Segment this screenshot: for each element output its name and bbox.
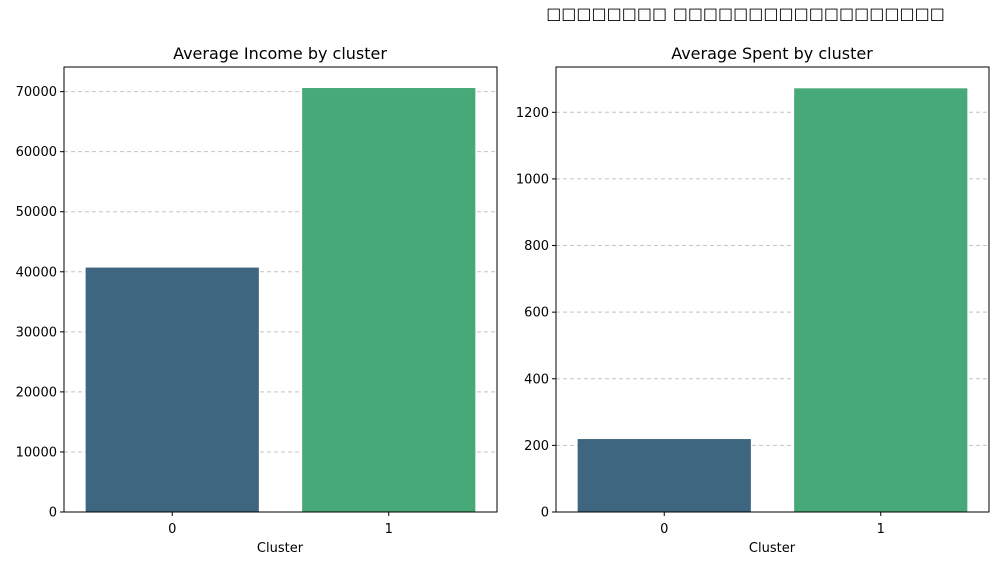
chart-income-y-tick-label-3: 30000	[16, 325, 57, 340]
chart-spent-y-tick-label-6: 1200	[516, 106, 549, 121]
chart-income-y-tick-label-2: 20000	[16, 385, 57, 400]
chart-income-x-tick-label-1: 1	[385, 522, 393, 537]
chart-income-y-tick-label-6: 60000	[16, 145, 57, 160]
chart-spent-x-tick-label-0: 0	[660, 522, 668, 537]
chart-income-y-tick-label-1: 10000	[16, 445, 57, 460]
chart-income-bar-0	[86, 268, 259, 512]
chart-income-bar-1	[302, 88, 475, 512]
chart-income-y-tick-label-0: 0	[49, 506, 57, 521]
chart-spent: Average Spent by cluster 020040060080010…	[516, 44, 989, 556]
chart-spent-y-ticks: 0 200 400 600 800 1000 1200	[516, 106, 556, 521]
chart-spent-x-tick-label-1: 1	[877, 522, 885, 537]
chart-income-x-tick-label-0: 0	[168, 522, 176, 537]
chart-income-y-tick-label-5: 50000	[16, 205, 57, 220]
chart-spent-bar-1	[794, 88, 967, 512]
chart-income-title: Average Income by cluster	[173, 44, 387, 63]
chart-spent-bar-0	[578, 439, 751, 512]
chart-spent-y-tick-label-3: 600	[524, 306, 549, 321]
chart-spent-y-tick-label-1: 200	[524, 439, 549, 454]
chart-income-xlabel: Cluster	[257, 541, 304, 556]
chart-spent-y-tick-label-2: 400	[524, 372, 549, 387]
chart-income-y-tick-label-4: 40000	[16, 265, 57, 280]
chart-income-y-tick-label-7: 70000	[16, 85, 57, 100]
chart-spent-y-tick-label-4: 800	[524, 239, 549, 254]
chart-spent-bars	[578, 88, 968, 512]
chart-spent-title: Average Spent by cluster	[671, 44, 873, 63]
chart-spent-y-tick-label-5: 1000	[516, 172, 549, 187]
chart-spent-y-tick-label-0: 0	[541, 506, 549, 521]
chart-spent-xlabel: Cluster	[749, 541, 796, 556]
chart-income: Average Income by cluster 0 10000 20000 300…	[16, 44, 497, 556]
chart-income-y-ticks: 0 10000 20000 30000 40000 50000 60000 70000	[16, 85, 64, 520]
